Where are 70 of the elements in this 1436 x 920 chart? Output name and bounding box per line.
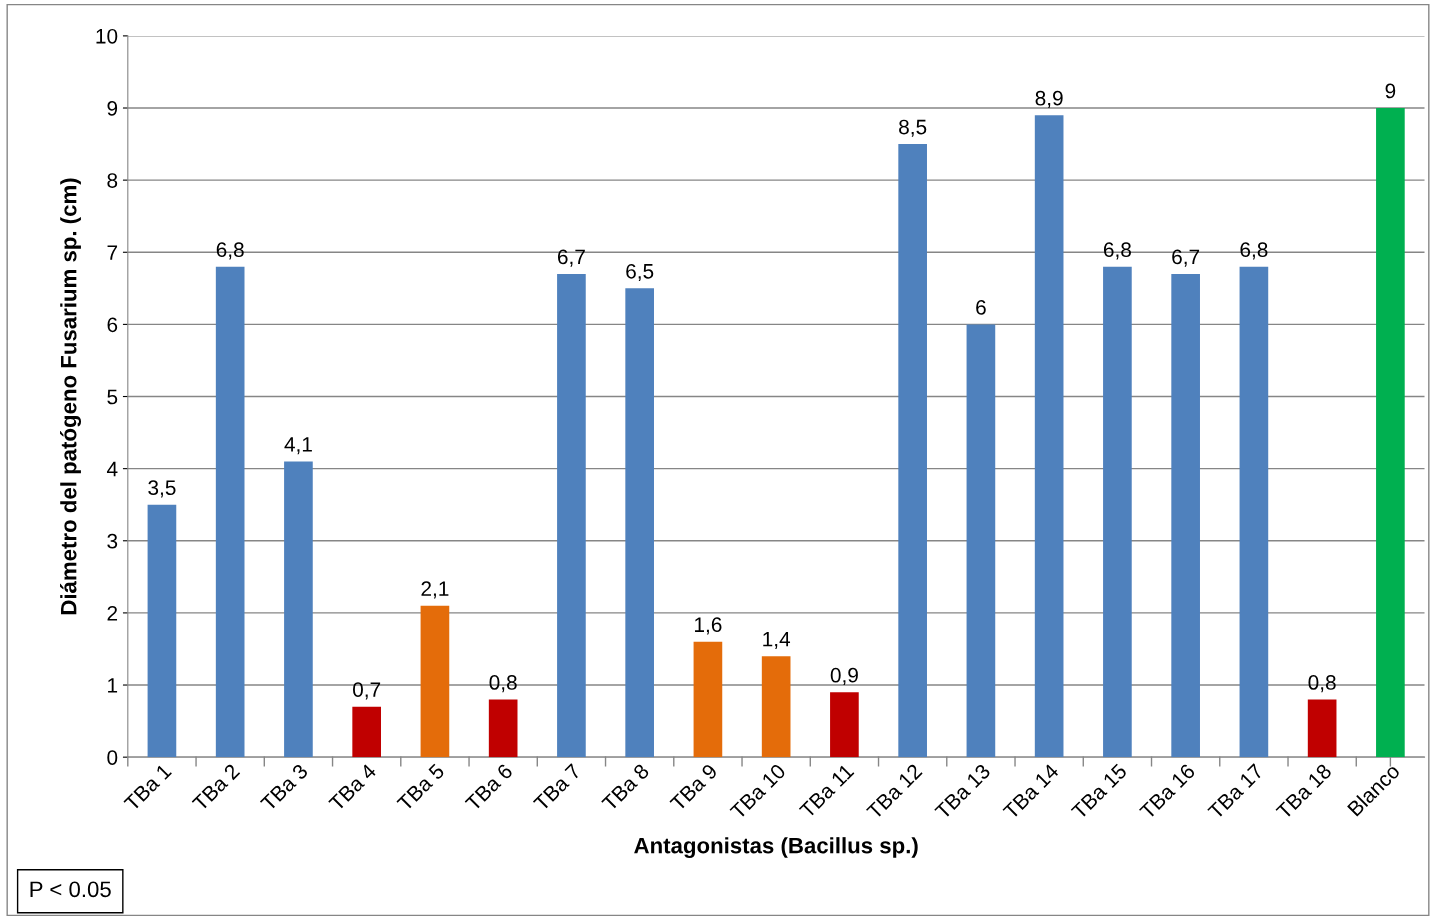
x-axis-title: Antagonistas (Bacillus sp.) xyxy=(634,837,918,858)
bar xyxy=(761,656,791,758)
data-label: 0,8 xyxy=(1308,675,1336,693)
bar xyxy=(1103,266,1132,758)
data-label: 6 xyxy=(976,299,986,315)
x-tick-label: TBa 5 xyxy=(396,763,446,812)
data-label: 8,5 xyxy=(899,119,927,137)
x-tick-label: TBa 10 xyxy=(729,762,787,820)
data-label: 1,4 xyxy=(763,631,791,649)
data-label: 3,5 xyxy=(148,480,176,498)
bar xyxy=(215,266,245,758)
y-tick-label: 10 xyxy=(96,28,118,44)
x-tick-label: TBa 16 xyxy=(1138,763,1196,820)
bar xyxy=(1239,266,1269,758)
x-tick-label: TBa 4 xyxy=(328,762,378,812)
y-tick-label: 9 xyxy=(107,101,118,116)
x-tick-label: TBa 11 xyxy=(798,763,855,819)
x-tick-label: TBa 1 xyxy=(123,763,173,812)
x-tick-label: TBa 2 xyxy=(191,763,241,812)
y-tick-label: 6 xyxy=(107,317,118,333)
data-label: 6,7 xyxy=(1172,249,1200,267)
y-tick-label: 3 xyxy=(107,533,118,549)
x-tick-label: TBa 6 xyxy=(464,763,514,812)
bar xyxy=(1171,273,1200,758)
bar xyxy=(1307,699,1337,758)
bar xyxy=(488,699,518,758)
y-tick-label: 5 xyxy=(107,389,118,405)
bar xyxy=(625,288,654,758)
data-label: 0,7 xyxy=(353,682,381,700)
data-label: 6,5 xyxy=(626,263,654,282)
y-tick-label: 4 xyxy=(106,461,118,477)
data-label: 0,8 xyxy=(489,675,517,693)
data-label: 6,7 xyxy=(557,249,585,267)
bar xyxy=(147,504,177,758)
bar xyxy=(557,273,586,758)
x-tick-label: TBa 7 xyxy=(532,763,582,812)
x-tick-label: TBa 18 xyxy=(1275,763,1333,820)
data-label: 6,8 xyxy=(1103,242,1131,260)
data-label: 4,1 xyxy=(284,437,312,455)
bar xyxy=(898,144,927,758)
y-tick-label: 0 xyxy=(107,750,118,765)
bar xyxy=(830,692,859,758)
data-label: 6,8 xyxy=(1240,242,1268,260)
x-tick-label: TBa 8 xyxy=(601,763,650,812)
data-label: 9 xyxy=(1385,83,1396,99)
bar xyxy=(1376,108,1405,758)
data-label: 6,8 xyxy=(216,242,244,260)
y-tick-label: 8 xyxy=(107,173,118,188)
bar xyxy=(284,461,313,758)
x-tick-label: TBa 12 xyxy=(865,763,923,820)
y-tick-label: 7 xyxy=(107,245,118,260)
data-label: 0,9 xyxy=(830,667,858,686)
x-tick-label: TBa 17 xyxy=(1207,763,1264,820)
x-tick-label: TBa 15 xyxy=(1070,763,1128,820)
y-axis-title: Diámetro del patógeno Fusarium sp. (cm) xyxy=(60,178,82,615)
bar xyxy=(1034,115,1064,758)
bar xyxy=(966,324,996,758)
y-tick-label: 2 xyxy=(107,605,118,621)
data-label: 8,9 xyxy=(1035,90,1063,109)
x-tick-label: TBa 13 xyxy=(934,763,992,820)
x-tick-label: TBa 9 xyxy=(669,763,719,812)
data-label: 2,1 xyxy=(421,581,449,599)
y-tick-label: 1 xyxy=(108,678,118,693)
data-label: 1,6 xyxy=(695,617,722,635)
bar xyxy=(420,605,450,758)
text: P < 0.05 xyxy=(30,881,111,898)
bar xyxy=(352,706,381,758)
x-tick-label: TBa 14 xyxy=(1002,762,1060,820)
x-tick-label: TBa 3 xyxy=(259,763,309,812)
bar xyxy=(693,641,723,758)
